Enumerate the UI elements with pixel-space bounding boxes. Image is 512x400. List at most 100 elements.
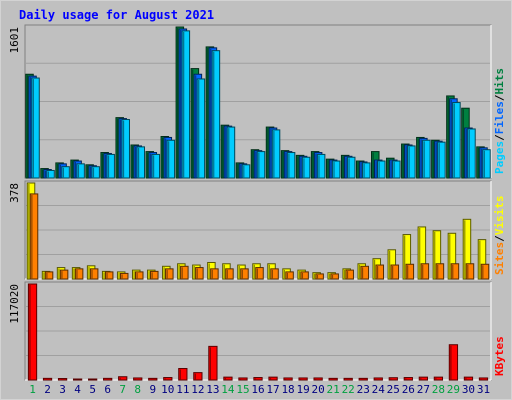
bar-sites-day-24 xyxy=(375,264,385,280)
bar-bevel xyxy=(346,271,349,279)
bar-sites-day-11 xyxy=(180,265,189,280)
y-axis-max-label: 378 xyxy=(8,183,21,203)
bar-bevel xyxy=(314,378,317,380)
bar-bevel xyxy=(267,128,269,178)
bar-pages-day-29 xyxy=(452,102,461,179)
bar-body xyxy=(360,265,369,280)
bar-bevel xyxy=(92,167,95,178)
bar-bevel xyxy=(483,150,485,178)
legend-item-visits: Visits xyxy=(493,196,506,236)
bar-bevel xyxy=(477,147,479,178)
bar-bevel xyxy=(256,268,258,279)
x-tick-label-day-31: 31 xyxy=(477,383,490,396)
bar-bevel xyxy=(387,159,389,178)
bar-pages-day-11 xyxy=(181,30,191,179)
bar-kbytes-day-8 xyxy=(133,377,143,381)
bar-bevel xyxy=(137,147,140,178)
bar-sites-day-5 xyxy=(89,268,99,280)
bar-body xyxy=(133,377,143,381)
legend-separator: / xyxy=(493,235,506,242)
bar-pages-day-14 xyxy=(226,126,236,179)
x-tick-label-day-7: 7 xyxy=(119,383,126,396)
bar-body xyxy=(57,378,68,381)
bar-bevel xyxy=(73,268,75,279)
bar-body xyxy=(270,268,279,280)
x-tick-label-day-17: 17 xyxy=(266,383,279,396)
legend: Pages/Files/Hits xyxy=(493,68,506,174)
bar-bevel xyxy=(56,163,59,178)
bar-bevel xyxy=(420,378,422,380)
bar-body xyxy=(195,267,204,280)
bar-bevel xyxy=(163,267,165,279)
bar-bevel xyxy=(284,378,287,380)
bar-pages-day-5 xyxy=(91,166,100,179)
bar-body xyxy=(46,169,55,179)
bar-bevel xyxy=(88,266,90,279)
bar-bevel xyxy=(318,155,320,178)
bar-body xyxy=(240,268,249,280)
bar-bevel xyxy=(162,137,164,178)
x-tick-label-day-8: 8 xyxy=(134,383,141,396)
bar-body xyxy=(241,164,251,179)
bar-body xyxy=(392,160,401,179)
bar-bevel xyxy=(47,171,49,178)
x-tick-label-day-6: 6 xyxy=(104,383,111,396)
bar-body xyxy=(298,377,308,381)
bar-kbytes-day-20 xyxy=(313,377,323,381)
bar-bevel xyxy=(192,69,194,178)
bar-sites-day-22 xyxy=(345,269,354,280)
bar-body xyxy=(103,377,113,381)
bar-bevel xyxy=(133,271,135,279)
bar-body xyxy=(72,378,83,381)
bar-bevel xyxy=(183,31,185,178)
bar-bevel xyxy=(121,274,123,279)
bar-bevel xyxy=(480,148,482,178)
legend: Sites/Visits xyxy=(493,196,506,276)
bar-body xyxy=(283,377,293,381)
bar-bevel xyxy=(211,269,213,279)
bar-bevel xyxy=(390,161,392,178)
bar-kbytes-day-14 xyxy=(223,376,233,381)
bar-body xyxy=(148,377,158,381)
bar-body xyxy=(211,50,221,179)
bar-sites-day-27 xyxy=(420,263,430,280)
x-tick-label-day-23: 23 xyxy=(357,383,370,396)
bar-bevel xyxy=(447,96,449,178)
bar-bevel xyxy=(331,274,334,279)
bar-bevel xyxy=(360,162,362,178)
bar-body xyxy=(315,273,324,280)
bar-bevel xyxy=(479,240,481,279)
bar-bevel xyxy=(71,161,74,178)
x-tick-label-day-11: 11 xyxy=(176,383,189,396)
x-tick-label-day-24: 24 xyxy=(372,383,386,396)
bar-sites-day-7 xyxy=(119,272,129,280)
x-axis-day-labels: 1 2 3 4 5 6 7 8 9 10 11 12 13 14 15 16 17 18 19 20 21 22 23 24 2… xyxy=(29,383,490,396)
bar-body xyxy=(375,264,385,280)
bar-bevel xyxy=(198,79,200,178)
bar-kbytes-day-31 xyxy=(478,377,489,381)
bar-bevel xyxy=(208,263,210,279)
bar-bevel xyxy=(360,379,362,380)
bar-bevel xyxy=(210,48,212,179)
bar-kbytes-day-11 xyxy=(178,368,188,381)
bar-body xyxy=(285,271,294,280)
bar-bevel xyxy=(465,129,467,178)
bar-bevel xyxy=(374,259,376,279)
bar-kbytes-day-2 xyxy=(42,377,53,381)
bar-body xyxy=(121,119,130,179)
bar-body xyxy=(331,160,341,179)
bar-body xyxy=(420,263,430,280)
bar-bevel xyxy=(29,77,31,178)
bar-kbytes-day-19 xyxy=(298,377,308,381)
bar-body xyxy=(208,345,218,381)
bar-bevel xyxy=(465,378,467,380)
bar-sites-day-3 xyxy=(59,269,69,280)
bar-bevel xyxy=(241,269,243,279)
bar-pages-day-23 xyxy=(361,162,371,179)
x-tick-label-day-28: 28 xyxy=(432,383,445,396)
bar-bevel xyxy=(44,379,46,380)
bar-kbytes-day-28 xyxy=(433,376,444,381)
bar-body xyxy=(478,377,489,381)
bar-sites-day-13 xyxy=(210,268,219,280)
bar-sites-day-10 xyxy=(165,268,174,280)
